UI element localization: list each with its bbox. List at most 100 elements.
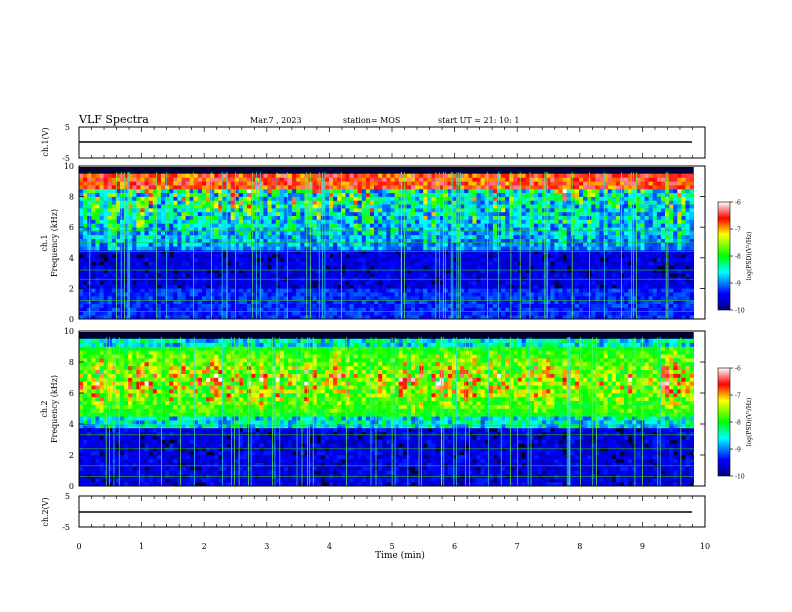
spectrogram-cell [144,299,149,305]
spectrogram-cell [337,238,342,243]
spectrogram-cell [226,250,231,255]
spectrogram-cell [595,204,600,209]
spectrogram-cell [574,219,580,224]
spectrogram-cell [533,246,539,251]
spectrogram-cell [214,250,219,255]
spectrogram-cell [201,204,207,209]
spectrogram-cell [288,307,293,312]
spectrogram-cell [406,303,412,308]
spectrogram-cell [394,292,399,297]
spectrogram-cell [83,303,88,308]
spectrogram-cell [230,303,236,308]
spectrogram-cell [501,257,506,262]
spectrogram-cell [324,273,330,278]
spectrogram-cell [288,292,293,297]
spectrogram-cell [214,173,219,178]
spectrogram-cell [538,223,543,228]
spectrogram-cell [456,250,461,255]
spectrogram-cell [554,181,559,186]
spectrogram-cell [132,204,137,209]
spectrogram-cell [492,223,498,228]
spectrogram-cell [103,280,108,285]
spectrogram-cell [595,284,600,289]
spectrogram-cell [234,269,240,274]
spectrogram-cell [427,177,432,182]
spectrogram-cell [378,204,383,209]
spectrogram-cell [583,173,588,178]
spectrogram-cell [177,204,182,209]
spectrogram-cell [369,238,375,243]
spectrogram-cell [83,273,88,278]
spectrogram-cell [111,196,117,201]
spectrogram-cell [259,269,264,274]
spectrogram-cell [419,284,424,289]
spectrogram-cell [599,188,604,194]
spectrogram-cell [480,204,486,209]
spectrogram-cell [119,173,125,178]
spectrogram-cell [492,303,498,308]
spectrogram-cell [312,192,317,197]
spectrogram-cell [267,315,272,320]
spectrogram-cell [431,185,436,190]
spectrogram-cell [87,265,92,270]
spectrogram-cell [230,292,236,297]
spectrogram-cell [349,208,354,213]
spectrogram-cell [136,219,141,224]
spectrogram-cell [480,215,486,220]
spectrogram-cell [431,192,436,197]
spectrogram-cell [410,303,416,308]
spectrogram-cell [464,231,469,236]
spectrogram-cell [525,288,531,293]
spectrogram-cell [201,242,207,247]
spectrogram-cell [361,246,367,251]
spectrogram-cell [300,253,305,259]
spectrogram-cell [95,269,100,274]
spectrogram-cell [279,273,285,278]
spectrogram-cell [79,303,84,308]
spectrogram-cell [115,181,121,186]
spectrogram-cell [238,284,244,289]
spectrogram-cell [79,284,84,289]
spectrogram-cell [328,223,334,228]
spectrogram-cell [423,196,428,201]
spectrogram-cell [124,299,129,305]
spectrogram-cell [607,173,613,178]
spectrogram-cell [152,242,158,247]
spectrogram-cell [349,288,354,293]
spectrogram-cell [480,192,486,197]
spectrogram-cell [230,223,236,228]
spectrogram-cell [312,261,317,266]
spectrogram-cell [210,200,215,205]
spectrogram-cell [333,188,338,194]
spectrogram-cell [288,315,293,320]
spectrogram-cell [546,299,551,305]
spectrogram-cell [238,215,244,220]
spectrogram-cell [497,192,502,197]
spectrogram-cell [128,219,133,224]
spectrogram-cell [603,234,608,239]
spectrogram-cell [79,261,84,266]
spectrogram-cell [439,303,445,308]
spectrogram-cell [570,223,576,228]
spectrogram-cell [394,227,399,232]
spectrogram-cell [562,307,567,312]
spectrogram-cell [533,188,539,194]
spectrogram-cell [525,231,531,236]
spectrogram-cell [410,242,416,247]
spectrogram-cell [513,303,518,308]
spectrogram-cell [439,192,445,197]
spectrogram-cell [210,284,215,289]
spectrogram-cell [476,204,481,209]
spectrogram-cell [128,296,133,301]
spectrogram-cell [83,192,88,197]
spectrogram-cell [386,219,391,224]
spectrogram-cell [185,208,190,213]
spectrogram-cell [267,219,272,224]
spectrogram-cell [103,284,108,289]
spectrogram-cell [79,200,84,205]
spectrogram-cell [349,296,354,301]
spectrogram-cell [615,273,621,278]
spectrogram-cell [95,273,100,278]
spectrogram-cell [103,273,108,278]
spectrogram-cell [447,246,453,251]
